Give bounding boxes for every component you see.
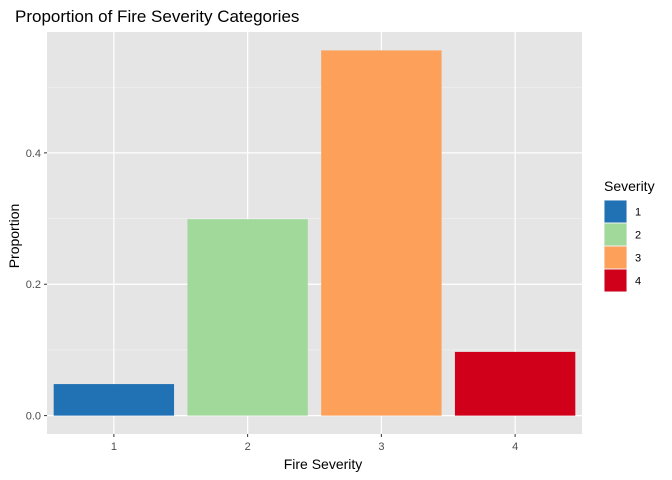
x-axis-ticks: 1 2 3 4 — [111, 434, 518, 453]
bar-2 — [187, 219, 308, 416]
x-tick-label: 3 — [378, 441, 384, 453]
bar-4 — [454, 351, 576, 416]
y-tick-label: 0.2 — [26, 279, 41, 291]
chart-title: Proportion of Fire Severity Categories — [15, 7, 299, 26]
legend-title: Severity — [604, 178, 655, 194]
bars — [53, 50, 576, 416]
bar-3 — [321, 50, 442, 416]
legend-swatch-2 — [604, 223, 627, 246]
y-tick-label: 0.0 — [26, 411, 41, 423]
bar-1 — [53, 384, 175, 416]
y-axis-ticks: 0.0 0.2 0.4 — [26, 148, 47, 423]
x-tick-label: 1 — [111, 441, 117, 453]
legend-label: 2 — [635, 230, 641, 242]
legend-label: 1 — [635, 207, 641, 219]
legend-swatch-1 — [604, 200, 627, 223]
legend: Severity 1 2 3 4 — [604, 178, 655, 292]
x-axis-title: Fire Severity — [284, 456, 363, 472]
legend-swatch-4 — [604, 269, 627, 292]
y-tick-label: 0.4 — [26, 148, 41, 160]
legend-swatch-3 — [604, 246, 627, 269]
y-axis-title: Proportion — [6, 204, 22, 269]
legend-label: 3 — [635, 253, 641, 265]
x-tick-label: 2 — [245, 441, 251, 453]
legend-label: 4 — [635, 276, 641, 288]
x-tick-label: 4 — [512, 441, 518, 453]
